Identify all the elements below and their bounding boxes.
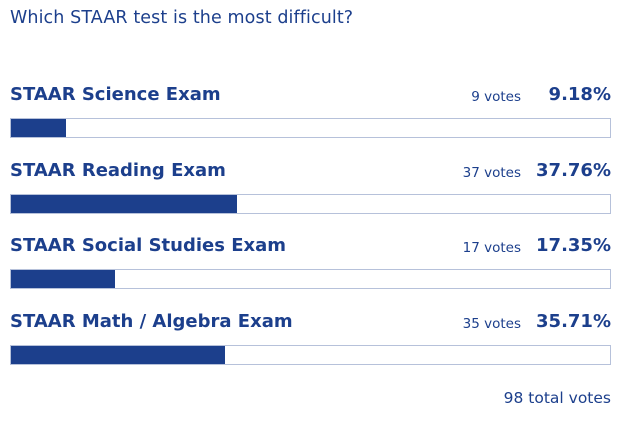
progress-fill	[11, 270, 115, 288]
total-votes: 98 total votes	[503, 389, 611, 407]
option-label: STAAR Reading Exam	[10, 160, 226, 181]
progress-bar	[10, 269, 611, 289]
option-label: STAAR Science Exam	[10, 84, 221, 105]
option-percent: 9.18%	[548, 84, 611, 105]
option-percent: 35.71%	[536, 311, 611, 332]
poll-option[interactable]: STAAR Science Exam 9 votes 9.18%	[10, 84, 611, 144]
progress-fill	[11, 195, 238, 213]
option-votes: 35 votes	[462, 316, 521, 332]
option-label: STAAR Social Studies Exam	[10, 235, 287, 256]
poll-option[interactable]: STAAR Math / Algebra Exam 35 votes 35.71…	[10, 311, 611, 371]
progress-fill	[11, 119, 66, 137]
option-percent: 17.35%	[536, 235, 611, 256]
option-votes: 17 votes	[462, 240, 521, 256]
progress-bar	[10, 194, 611, 214]
option-votes: 37 votes	[462, 165, 521, 181]
poll-option[interactable]: STAAR Reading Exam 37 votes 37.76%	[10, 160, 611, 220]
option-percent: 37.76%	[536, 160, 611, 181]
poll-option[interactable]: STAAR Social Studies Exam 17 votes 17.35…	[10, 235, 611, 295]
progress-bar	[10, 118, 611, 138]
poll-question: Which STAAR test is the most difficult?	[10, 8, 354, 28]
progress-bar	[10, 345, 611, 365]
option-label: STAAR Math / Algebra Exam	[10, 311, 293, 332]
progress-fill	[11, 346, 225, 364]
option-votes: 9 votes	[471, 89, 521, 105]
